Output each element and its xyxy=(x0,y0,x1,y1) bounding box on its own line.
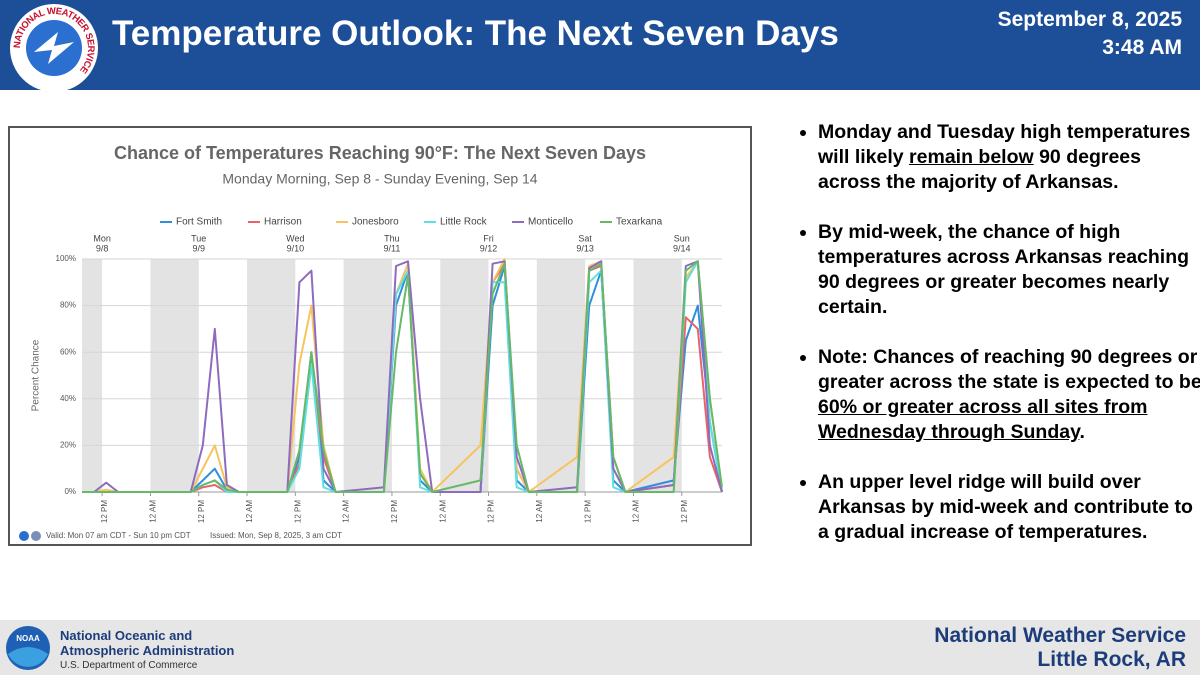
legend-label: Fort Smith xyxy=(176,217,222,228)
day-name: Thu xyxy=(384,233,400,243)
chart-subtitle: Monday Morning, Sep 8 - Sunday Evening, … xyxy=(222,171,537,187)
y-tick-label: 20% xyxy=(60,441,76,450)
slide-title: Temperature Outlook: The Next Seven Days xyxy=(112,14,839,53)
bullet-text: remain below xyxy=(909,146,1034,168)
bullet-text: . xyxy=(1079,421,1085,443)
bullet-text: Monday and Tuesday high temperatures wil… xyxy=(818,121,1191,168)
shade-band xyxy=(343,259,392,492)
chart-frame: Mon 9/8 Tue 9/9 Wed 9/10 Thu 9/11 Fri 9/12 Sat 9/13… xyxy=(8,126,752,546)
bullet: Note: Chances of reaching 90 degrees or … xyxy=(818,345,1200,445)
bullet-text: 90 degrees across the majority of Arkans… xyxy=(818,146,1141,193)
y-tick-label: 60% xyxy=(60,347,76,356)
office-line: National Weather Service xyxy=(934,624,1186,647)
noaa-dept: U.S. Department of Commerce xyxy=(60,660,198,671)
legend-label: Jonesboro xyxy=(352,217,399,228)
nws-logo: NATIONAL WEATHER SERVICE xyxy=(10,4,98,92)
noaa-logo: NOAA xyxy=(6,626,50,670)
day-name: Sun xyxy=(674,233,690,243)
x-tick-label: 12 PM xyxy=(293,500,302,523)
x-tick-label: 12 AM xyxy=(245,500,254,523)
day-date: 9/8 xyxy=(96,243,109,253)
x-tick-label: 12 PM xyxy=(197,500,206,523)
bullet-text: 60% or greater across all sites from Wed… xyxy=(818,396,1148,443)
legend-label: Harrison xyxy=(264,217,302,228)
bullet-list: Monday and Tuesday high temperatures wil… xyxy=(790,120,1200,570)
day-name: Wed xyxy=(286,233,304,243)
day-name: Fri xyxy=(483,233,494,243)
legend-label: Monticello xyxy=(528,217,573,228)
legend-label: Little Rock xyxy=(440,217,488,228)
bullet-text: By mid-week, the chance of high temperat… xyxy=(818,221,1190,318)
noaa-name: National Oceanic and Atmospheric Adminis… xyxy=(60,628,234,673)
logo-bolt xyxy=(34,32,74,64)
bullet: An upper level ridge will build over Ark… xyxy=(818,470,1200,545)
day-name: Sat xyxy=(578,233,592,243)
y-tick-label: 40% xyxy=(60,394,76,403)
x-tick-label: 12 AM xyxy=(149,500,158,523)
x-tick-label: 12 AM xyxy=(342,500,351,523)
bullet-text: An upper level ridge will build over Ark… xyxy=(818,471,1193,543)
office-line: Little Rock, AR xyxy=(1037,648,1186,671)
noaa-line: Atmospheric Administration xyxy=(60,643,235,658)
office: National Weather Service Little Rock, AR xyxy=(934,624,1186,672)
day-date: 9/10 xyxy=(287,243,305,253)
mini-logo xyxy=(31,531,41,541)
day-date: 9/13 xyxy=(576,243,594,253)
shade-band xyxy=(82,259,103,492)
valid-note: Valid: Mon 07 am CDT - Sun 10 pm CDT xyxy=(46,531,191,540)
x-tick-label: 12 PM xyxy=(680,500,689,523)
shade-band xyxy=(150,259,199,492)
date: September 8, 2025 xyxy=(997,8,1182,31)
day-date: 9/11 xyxy=(384,243,401,253)
header-bar xyxy=(0,0,1200,90)
noaa-logo-text: NOAA xyxy=(16,634,40,643)
legend-label: Texarkana xyxy=(616,217,663,228)
x-tick-label: 12 AM xyxy=(632,500,641,523)
bullet: Monday and Tuesday high temperatures wil… xyxy=(818,120,1200,195)
x-tick-label: 12 AM xyxy=(438,500,447,523)
day-name: Tue xyxy=(191,233,206,243)
day-date: 9/9 xyxy=(192,243,205,253)
bullet-text: Note: Chances of reaching 90 degrees or … xyxy=(818,346,1200,393)
shade-band xyxy=(247,259,296,492)
date-time: September 8, 2025 3:48 AM xyxy=(998,6,1182,62)
series-line xyxy=(82,260,723,493)
chart-title: Chance of Temperatures Reaching 90°F: Th… xyxy=(114,143,646,163)
day-date: 9/12 xyxy=(480,243,498,253)
y-axis-label: Percent Chance xyxy=(31,339,42,411)
issued-note: Issued: Mon, Sep 8, 2025, 3 am CDT xyxy=(210,531,342,540)
footer-bar xyxy=(0,620,1200,675)
y-tick-label: 100% xyxy=(56,254,76,263)
mini-logo xyxy=(19,531,29,541)
x-tick-label: 12 AM xyxy=(535,500,544,523)
x-tick-label: 12 PM xyxy=(390,500,399,523)
day-name: Mon xyxy=(93,233,111,243)
time: 3:48 AM xyxy=(1102,36,1182,59)
y-tick-label: 0% xyxy=(64,487,76,496)
x-tick-label: 12 PM xyxy=(583,500,592,523)
shade-band xyxy=(440,259,489,492)
bullet: By mid-week, the chance of high temperat… xyxy=(818,220,1200,320)
noaa-line: National Oceanic and xyxy=(60,628,193,643)
x-tick-label: 12 PM xyxy=(100,500,109,523)
x-tick-label: 12 PM xyxy=(487,500,496,523)
y-tick-label: 80% xyxy=(60,301,76,310)
noaa-wave xyxy=(8,647,48,667)
day-date: 9/14 xyxy=(673,243,691,253)
